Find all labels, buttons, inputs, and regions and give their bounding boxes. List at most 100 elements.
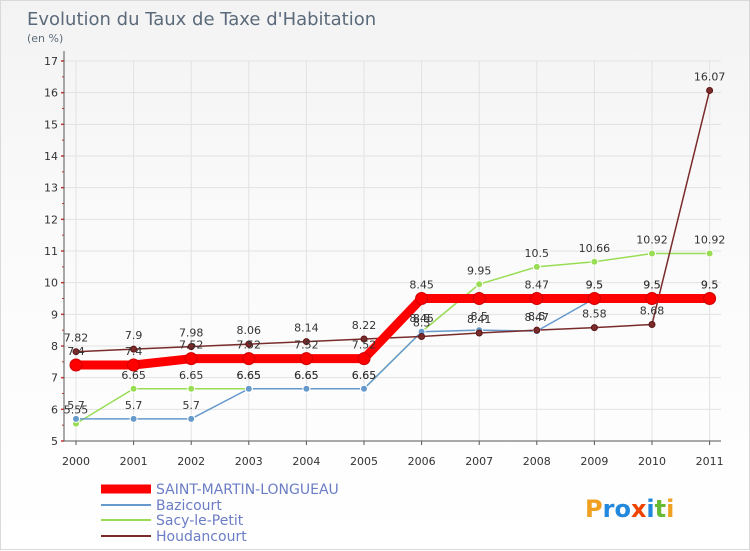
data-label-3: 8.06 [237,324,262,337]
legend-label: Sacy-le-Petit [156,513,244,529]
y-tick-label: 8 [51,340,58,353]
y-tick-label: 5 [51,435,58,448]
data-label-1: 5.7 [67,399,85,412]
data-label-3: 7.98 [179,327,204,340]
data-label-0: 9.5 [643,279,661,292]
data-label-2: 6.65 [179,369,204,382]
data-point-2 [705,249,714,258]
data-point-1 [360,384,368,393]
data-label-2: 10.92 [636,234,668,247]
data-point-3 [187,343,195,351]
data-label-1: 5.7 [182,399,200,412]
data-label-3: 8.3 [413,317,431,330]
data-label-0: 7.4 [125,345,143,358]
data-point-2 [648,249,656,258]
data-label-1: 6.65 [294,369,319,382]
series-line-0 [76,294,710,370]
data-label-3: 8.68 [640,304,665,317]
data-label-2: 5.55 [64,404,89,417]
data-label-0: 9.5 [586,279,604,292]
data-label-3: 16.07 [694,70,726,83]
series-line-2 [75,252,710,425]
data-label-0: 7.52 [352,339,377,352]
data-label-2: 6.65 [352,369,377,382]
data-point-2 [590,257,599,266]
data-point-3 [245,340,253,348]
data-label-3: 8.14 [294,322,319,335]
data-label-1: 8.47 [525,311,550,324]
data-point-1 [302,384,311,393]
data-point-3 [72,348,80,356]
data-label-3: 8.22 [352,319,377,332]
legend-label: Houdancourt [156,529,247,545]
data-label-3: 7.9 [125,329,143,342]
legend: SAINT-MARTIN-LONGUEAUBazicourtSacy-le-Pe… [101,482,339,545]
data-label-3: 8.5 [528,310,546,323]
data-label-1: 6.65 [237,369,262,382]
data-labels: 7.82 7.9 7.98 8.06 8.14 8.22 8.3 8.41 8.5 8.58 8.6… [64,70,726,416]
x-tick-label: 2001 [120,455,148,468]
data-label-2: 10.66 [579,242,611,255]
series-layer [69,86,717,428]
data-point-0 [645,292,659,305]
data-label-1: 9.5 [586,279,604,292]
data-point-0 [415,292,429,305]
grid [64,60,721,442]
logo-text: Proxiti [585,495,674,523]
data-point-0 [472,292,486,305]
y-tick-label: 14 [44,150,58,163]
data-point-1 [72,414,80,423]
data-point-0 [703,292,717,305]
data-label-2: 10.5 [525,247,550,260]
y-tick-label: 12 [44,213,58,226]
data-point-3 [648,320,656,328]
data-point-0 [299,352,313,366]
y-tick-label: 15 [44,118,58,131]
x-tick-label: 2010 [638,455,666,468]
data-label-0: 8.45 [409,279,434,292]
data-point-3 [130,345,138,353]
y-tick-label: 6 [51,403,58,416]
data-label-2: 6.65 [237,369,262,382]
data-label-0: 7.52 [179,339,204,352]
data-point-2 [475,280,484,289]
data-point-3 [590,324,598,332]
y-tick-label: 13 [44,182,58,195]
data-point-2 [532,262,541,271]
data-point-0 [69,358,83,372]
data-point-0 [357,352,371,366]
data-label-2: 8.45 [409,312,434,325]
chart-title: Evolution du Taux de Taxe d'Habitation [27,9,376,30]
data-label-1: 5.7 [125,399,143,412]
data-label-2: 9.95 [467,264,492,277]
x-tick-label: 2005 [350,455,378,468]
data-label-0: 9.5 [701,279,719,292]
x-tick-label: 2000 [62,455,90,468]
y-tick-label: 17 [44,55,58,68]
x-tick-label: 2008 [523,455,551,468]
x-tick-label: 2004 [292,455,320,468]
y-tick-label: 10 [44,277,58,290]
data-point-2 [129,384,138,393]
data-label-1: 6.65 [352,369,377,382]
data-label-1: 8.5 [470,310,488,323]
data-label-3: 7.82 [64,332,89,345]
data-point-3 [706,86,714,94]
x-tick-label: 2006 [408,455,436,468]
data-label-1: 9.5 [643,279,661,292]
data-point-3 [533,326,541,334]
data-label-3: 8.41 [467,313,492,326]
series-line-3 [75,90,711,353]
data-label-0: 7.52 [294,339,319,352]
data-label-0: 7.4 [67,345,85,358]
y-tick-label: 16 [44,87,58,100]
data-point-0 [127,358,141,372]
axes: 5 6 7 8 9 10 11 12 13 14 15 16 17 2000 2001 2002 2003 200… [44,51,724,468]
legend-label: Bazicourt [156,498,222,514]
proxiti-logo: Proxiti [585,495,674,523]
y-tick-label: 11 [44,245,58,258]
data-point-3 [418,333,426,340]
data-point-0 [587,292,601,305]
data-label-0: 8.47 [525,279,550,292]
